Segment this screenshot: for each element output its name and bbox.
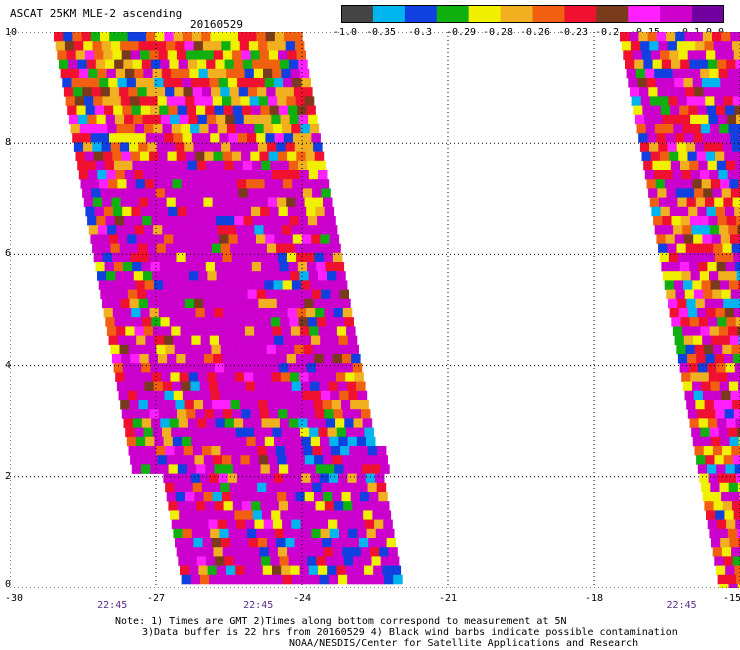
colorbar-swatch <box>468 5 502 23</box>
colorbar-tick-label: -0.3 <box>407 27 433 38</box>
colorbar-tick-label: -0.23 <box>557 27 589 38</box>
colorbar-swatch <box>500 5 533 23</box>
colorbar-tick-label: -0.29 <box>445 27 477 38</box>
longitude-tick-label: -24 <box>292 593 312 604</box>
footnote-line-3: NOAA/NESDIS/Center for Satellite Applica… <box>289 638 639 649</box>
colorbar-swatch <box>436 5 470 23</box>
color-legend-bar <box>341 5 724 23</box>
colorbar-swatch <box>628 5 661 23</box>
longitude-tick-label: -21 <box>438 593 458 604</box>
latitude-tick-label: 2 <box>5 470 12 482</box>
plot-title: ASCAT 25KM MLE-2 ascending <box>10 7 183 20</box>
longitude-tick-label: -27 <box>146 593 166 604</box>
colorbar-swatch <box>692 5 724 23</box>
pass-time-label: 22:45 <box>666 600 697 611</box>
colorbar-swatch <box>564 5 597 23</box>
graticule-grid <box>10 32 740 588</box>
latitude-tick-label: 10 <box>5 27 18 38</box>
colorbar-swatch <box>532 5 565 23</box>
colorbar-tick-label: -1.0 <box>332 27 358 38</box>
pass-time-label: 22:45 <box>97 600 128 611</box>
latitude-tick-label: 6 <box>5 248 12 260</box>
colorbar-swatch <box>404 5 438 23</box>
colorbar-tick-label: -0.35 <box>365 27 397 38</box>
pass-time-label: 22:45 <box>243 600 274 611</box>
footnote-line-1: Note: 1) Times are GMT 2)Times along bot… <box>115 616 567 627</box>
map-plot-area <box>10 32 740 588</box>
longitude-tick-label: -15 <box>722 593 740 604</box>
colorbar-swatch <box>341 5 374 23</box>
colorbar-swatch <box>596 5 629 23</box>
longitude-tick-label: -18 <box>584 593 604 604</box>
colorbar-swatch <box>660 5 693 23</box>
colorbar-swatch <box>372 5 406 23</box>
latitude-tick-label: 0 <box>5 579 12 590</box>
colorbar-border <box>341 5 724 23</box>
footnote-line-2: 3)Data buffer is 22 hrs from 20160529 4)… <box>142 627 678 638</box>
longitude-tick-label: -30 <box>4 593 24 604</box>
latitude-tick-label: 8 <box>5 137 12 149</box>
latitude-tick-label: 4 <box>5 359 12 371</box>
plot-date: 20160529 <box>190 18 243 31</box>
swath-pixels <box>54 32 740 588</box>
